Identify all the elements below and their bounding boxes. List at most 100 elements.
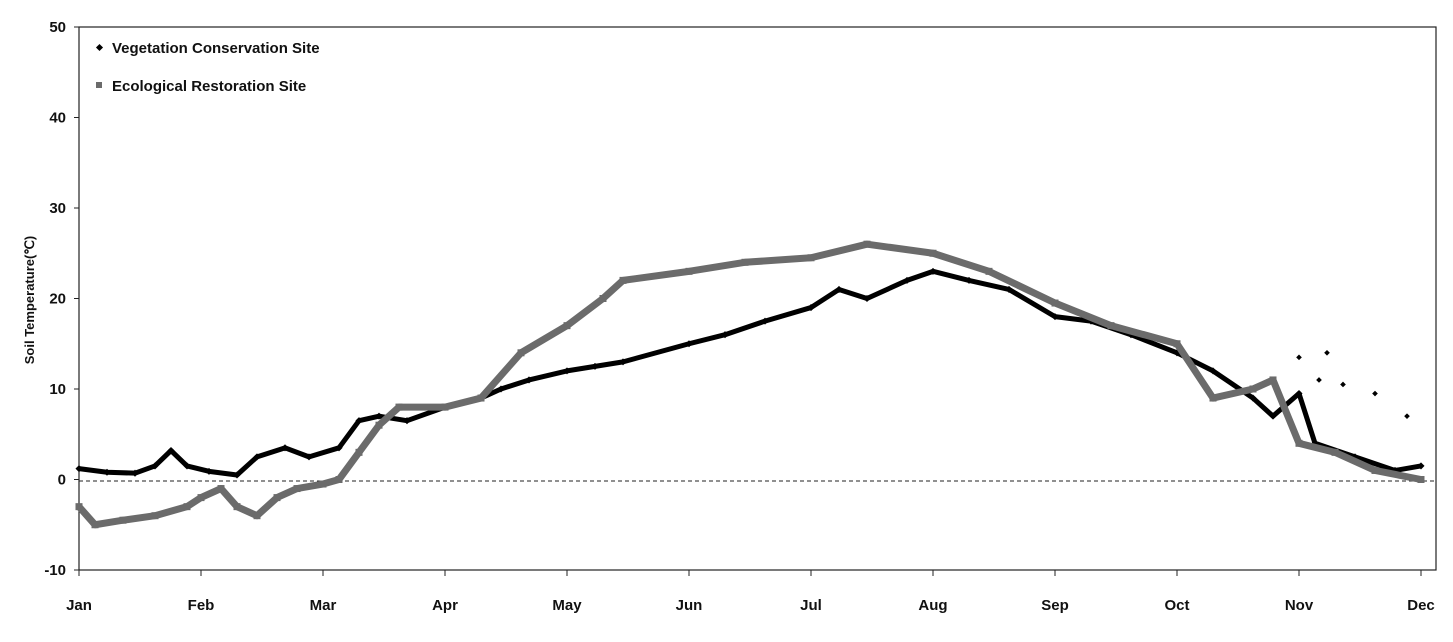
- data-point: [721, 331, 729, 339]
- data-point: [335, 476, 343, 483]
- data-point: [599, 295, 607, 302]
- data-point: [375, 421, 383, 429]
- data-point: [91, 521, 99, 529]
- data-point: [75, 465, 83, 473]
- data-point: [253, 512, 261, 520]
- data-point: [119, 516, 127, 524]
- outlier-point: [1404, 413, 1410, 419]
- data-point: [525, 376, 533, 384]
- data-point: [75, 503, 83, 511]
- data-point: [151, 462, 159, 470]
- legend-marker-restoration: [96, 82, 102, 88]
- data-point: [319, 480, 327, 488]
- legend-label-restoration: Ecological Restoration Site: [112, 78, 306, 95]
- x-tick-label: Aug: [918, 597, 947, 614]
- y-tick-label: 20: [49, 291, 66, 308]
- data-point: [929, 267, 937, 275]
- x-tick-label: Dec: [1407, 597, 1435, 614]
- data-point: [233, 503, 241, 511]
- data-point: [807, 304, 815, 312]
- outlier-point: [1372, 390, 1378, 397]
- x-tick-label: Mar: [310, 597, 337, 614]
- legend: Vegetation Conservation Site Ecological …: [95, 40, 320, 95]
- data-point: [1051, 299, 1059, 307]
- y-tick-label: 30: [49, 200, 66, 217]
- data-point: [103, 468, 111, 476]
- y-tick-label: -10: [44, 562, 66, 579]
- data-point: [563, 322, 571, 330]
- data-point: [985, 267, 993, 275]
- y-tick-label: 10: [49, 381, 66, 398]
- y-tick-label: 0: [58, 472, 66, 489]
- data-point: [1249, 385, 1257, 393]
- data-point: [863, 240, 871, 248]
- data-point: [355, 417, 363, 425]
- x-tick-label: Feb: [188, 597, 215, 614]
- legend-label-vegetation: Vegetation Conservation Site: [112, 40, 320, 57]
- data-point: [273, 494, 281, 502]
- plot-frame: [78, 26, 1437, 571]
- data-point: [619, 358, 627, 366]
- data-point: [929, 249, 937, 257]
- data-point: [685, 267, 693, 275]
- data-point: [1005, 285, 1013, 293]
- data-point: [293, 485, 301, 493]
- data-point: [217, 485, 225, 493]
- data-point: [477, 394, 485, 402]
- data-point: [591, 362, 599, 370]
- x-tick-label: Sep: [1041, 597, 1069, 614]
- data-point: [1209, 394, 1217, 402]
- data-point: [835, 285, 843, 293]
- data-point: [903, 276, 911, 284]
- data-point: [741, 258, 749, 266]
- data-point: [1371, 466, 1379, 474]
- data-point: [151, 512, 159, 520]
- data-point: [1173, 340, 1181, 348]
- y-tick-label: 50: [49, 19, 66, 36]
- outlier-point: [1324, 349, 1330, 356]
- data-point: [863, 294, 871, 303]
- data-point: [619, 276, 627, 284]
- data-point: [403, 417, 411, 425]
- x-tick-label: Nov: [1285, 597, 1314, 614]
- data-point: [563, 367, 571, 375]
- data-point: [131, 469, 139, 477]
- data-point: [807, 254, 815, 262]
- data-point: [253, 453, 261, 461]
- series-line: [78, 268, 1422, 478]
- data-point: [205, 467, 213, 475]
- series-line: [76, 240, 1422, 529]
- outlier-point: [1296, 354, 1302, 361]
- outlier-point: [1340, 381, 1346, 388]
- data-point: [761, 317, 769, 325]
- x-tick-label: Jan: [66, 597, 92, 614]
- legend-marker-vegetation: [95, 43, 104, 52]
- y-tick-label: 40: [49, 110, 66, 127]
- data-point: [497, 385, 505, 393]
- data-point: [305, 453, 313, 461]
- x-tick-label: Oct: [1164, 597, 1189, 614]
- series-vegetation-conservation: [75, 267, 1425, 479]
- data-point: [1417, 476, 1425, 483]
- data-point: [441, 403, 449, 411]
- data-point: [355, 448, 363, 456]
- data-point: [395, 403, 403, 411]
- data-point: [183, 462, 191, 470]
- data-point: [167, 447, 175, 455]
- data-point: [281, 444, 289, 452]
- data-point: [1295, 439, 1303, 447]
- x-tick-label: Jun: [676, 597, 703, 614]
- data-point: [965, 276, 973, 284]
- y-axis-label: Soil Temperature(℃): [22, 236, 37, 365]
- data-point: [335, 444, 343, 452]
- data-point: [517, 349, 525, 357]
- data-point: [685, 340, 693, 348]
- data-point: [183, 503, 191, 511]
- data-point: [1331, 448, 1339, 456]
- x-tick-label: Apr: [432, 597, 458, 614]
- data-point: [197, 494, 205, 502]
- x-tick-label: Jul: [800, 597, 822, 614]
- data-point: [375, 412, 383, 420]
- series-ecological-restoration: [75, 240, 1425, 529]
